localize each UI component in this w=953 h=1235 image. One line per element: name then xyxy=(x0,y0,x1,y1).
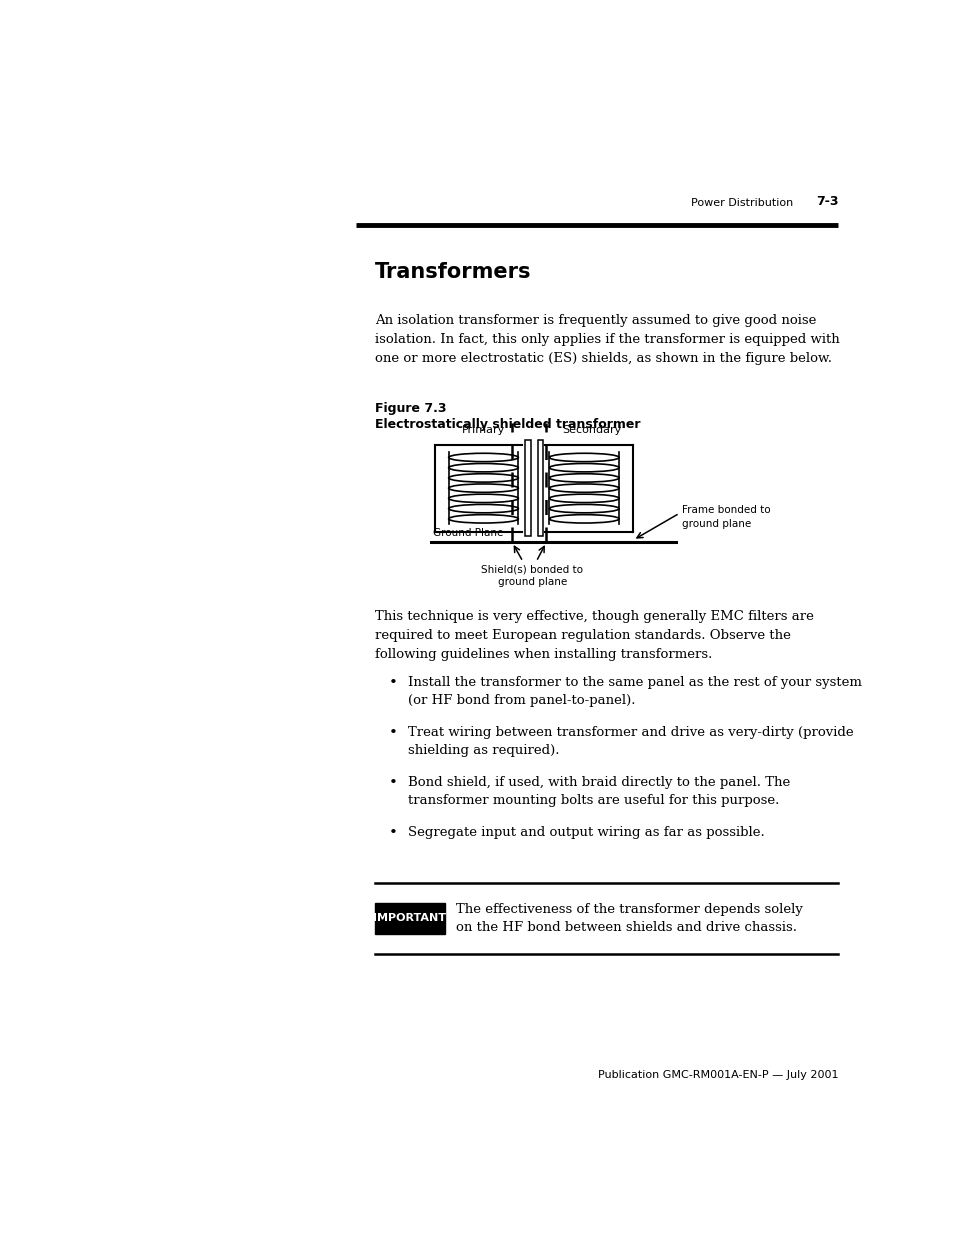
Text: This technique is very effective, though generally EMC filters are
required to m: This technique is very effective, though… xyxy=(375,610,813,661)
Text: Electrostatically shielded transformer: Electrostatically shielded transformer xyxy=(375,417,639,431)
Text: Transformers: Transformers xyxy=(375,262,531,282)
Text: Publication GMC-RM001A-EN-P — July 2001: Publication GMC-RM001A-EN-P — July 2001 xyxy=(598,1070,838,1079)
Text: Frame bonded to
ground plane: Frame bonded to ground plane xyxy=(681,505,770,529)
Bar xyxy=(525,440,530,536)
Text: IMPORTANT: IMPORTANT xyxy=(373,913,446,924)
Bar xyxy=(375,903,444,934)
Text: Figure 7.3: Figure 7.3 xyxy=(375,403,446,415)
Text: Ground Plane: Ground Plane xyxy=(433,527,503,537)
Text: Primary: Primary xyxy=(461,425,504,435)
Text: •: • xyxy=(389,726,397,740)
Text: •: • xyxy=(389,826,397,840)
Text: Shield(s) bonded to
ground plane: Shield(s) bonded to ground plane xyxy=(481,564,582,587)
Text: Segregate input and output wiring as far as possible.: Segregate input and output wiring as far… xyxy=(407,826,763,839)
Text: Power Distribution: Power Distribution xyxy=(691,199,793,209)
Text: Bond shield, if used, with braid directly to the panel. The
transformer mounting: Bond shield, if used, with braid directl… xyxy=(407,776,789,806)
Text: The effectiveness of the transformer depends solely
on the HF bond between shiel: The effectiveness of the transformer dep… xyxy=(456,903,801,934)
Text: Install the transformer to the same panel as the rest of your system
(or HF bond: Install the transformer to the same pane… xyxy=(407,676,861,706)
Text: •: • xyxy=(389,776,397,789)
Text: Treat wiring between transformer and drive as very-dirty (provide
shielding as r: Treat wiring between transformer and dri… xyxy=(407,726,852,757)
Text: 7-3: 7-3 xyxy=(815,195,838,209)
Text: Secondary: Secondary xyxy=(561,425,621,435)
Text: •: • xyxy=(389,676,397,689)
Bar xyxy=(537,440,542,536)
Text: An isolation transformer is frequently assumed to give good noise
isolation. In : An isolation transformer is frequently a… xyxy=(375,314,839,364)
